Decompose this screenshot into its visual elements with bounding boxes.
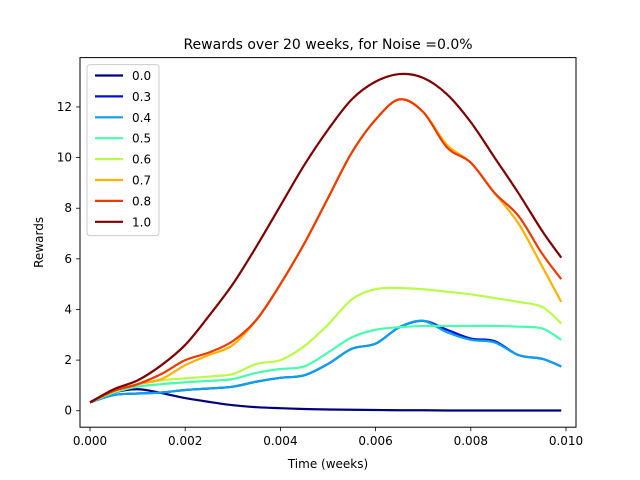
x-tick-label: 0.006	[358, 434, 392, 448]
x-tick-label: 0.000	[73, 434, 107, 448]
legend-label: 0.7	[132, 174, 151, 188]
legend-label: 0.6	[132, 153, 151, 167]
plot-area-frame	[79, 57, 577, 428]
legend-label: 0.3	[132, 90, 151, 104]
legend-box	[86, 64, 160, 237]
series-group	[89, 72, 563, 412]
chart-title: Rewards over 20 weeks, for Noise =0.0%	[183, 37, 472, 53]
x-tick-label: 0.008	[454, 434, 488, 448]
series-line-0-5	[89, 324, 562, 404]
y-tick-label: 4	[64, 302, 72, 316]
legend: 0.0 0.3 0.4 0.5 0.6 0.7 0.8 1.0	[86, 64, 160, 237]
series-line-0-0	[89, 388, 562, 412]
y-tick-label: 12	[57, 100, 72, 114]
x-axis: 0.000 0.002 0.004 0.006 0.008 0.010	[73, 427, 583, 448]
series-line-0-4	[89, 319, 562, 404]
x-tick-label: 0.010	[549, 434, 583, 448]
y-tick-label: 0	[64, 404, 72, 418]
legend-label: 0.4	[132, 111, 151, 125]
x-tick-label: 0.004	[263, 434, 297, 448]
x-tick-label: 0.002	[168, 434, 202, 448]
legend-label: 1.0	[132, 215, 151, 229]
x-axis-label: Time (weeks)	[287, 457, 368, 471]
series-line-0-8	[89, 98, 563, 404]
series-line-0-6	[89, 286, 562, 404]
y-tick-label: 6	[64, 252, 72, 266]
legend-items: 0.0 0.3 0.4 0.5 0.6 0.7 0.8 1.0	[95, 69, 151, 229]
legend-label: 0.0	[132, 69, 151, 83]
y-tick-label: 10	[57, 151, 72, 165]
y-axis: 0 2 4 6 8 10 12	[57, 100, 80, 418]
y-tick-label: 8	[64, 201, 72, 215]
y-tick-label: 2	[64, 353, 72, 367]
legend-label: 0.8	[132, 194, 151, 208]
legend-label: 0.5	[132, 132, 151, 146]
y-axis-label: Rewards	[32, 217, 46, 268]
series-line-1-0	[89, 72, 563, 404]
